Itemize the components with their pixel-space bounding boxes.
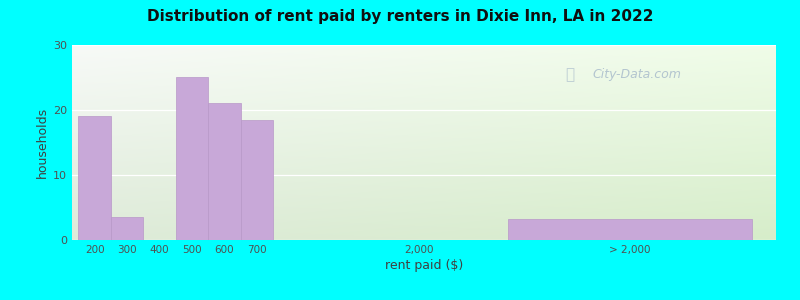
Text: City-Data.com: City-Data.com [593,68,682,81]
Bar [241,120,273,240]
Bar [111,217,143,240]
Bar [508,218,752,240]
Text: ⓘ: ⓘ [565,67,574,82]
X-axis label: rent paid ($): rent paid ($) [385,259,463,272]
Text: Distribution of rent paid by renters in Dixie Inn, LA in 2022: Distribution of rent paid by renters in … [146,9,654,24]
Bar [208,103,241,240]
Y-axis label: households: households [36,107,49,178]
Bar [78,116,111,240]
Bar [176,77,208,240]
